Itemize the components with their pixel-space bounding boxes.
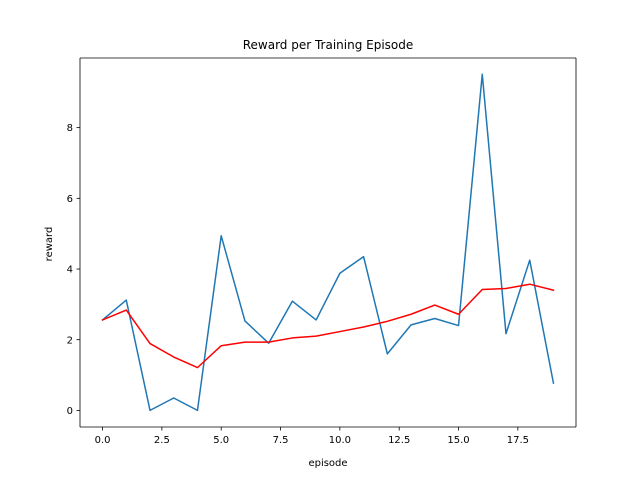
x-tick-label: 17.5 bbox=[507, 435, 529, 446]
x-tick-label: 0.0 bbox=[95, 435, 111, 446]
y-tick-label: 2 bbox=[67, 335, 73, 346]
x-tick-label: 7.5 bbox=[273, 435, 289, 446]
y-tick-label: 0 bbox=[67, 406, 73, 417]
x-tick-label: 15.0 bbox=[447, 435, 469, 446]
chart-title: Reward per Training Episode bbox=[243, 38, 414, 52]
x-tick-label: 10.0 bbox=[329, 435, 351, 446]
x-tick-label: 5.0 bbox=[213, 435, 229, 446]
plot-area: 0.0 2.5 5.0 7.5 10.0 12.5 15.0 17.5 0 2 4 6 8 bbox=[67, 57, 577, 446]
series-line-2 bbox=[101, 283, 555, 369]
y-tick-label: 8 bbox=[67, 123, 73, 134]
y-tick-label: 6 bbox=[67, 194, 73, 205]
x-axis-title: episode bbox=[308, 458, 347, 469]
y-axis-title: reward bbox=[44, 227, 55, 262]
x-tick-label: 2.5 bbox=[154, 435, 170, 446]
x-tick-label: 12.5 bbox=[388, 435, 410, 446]
y-tick-label: 4 bbox=[67, 265, 73, 276]
series-line-1 bbox=[101, 73, 555, 412]
